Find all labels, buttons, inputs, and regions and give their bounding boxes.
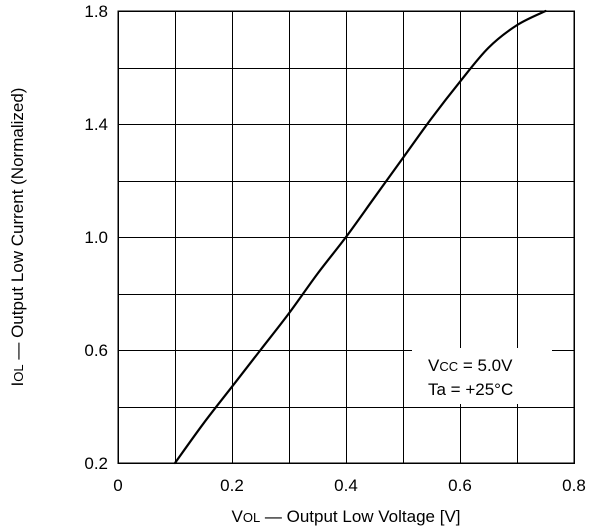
series-line-0 <box>173 9 547 465</box>
y-tick-label: 0.2 <box>84 454 108 473</box>
y-axis-title: IOL — Output Low Current (Normalized) <box>8 88 27 387</box>
x-tick-label: 0.4 <box>334 476 358 495</box>
annotation-ta: Ta = +25°C <box>428 380 513 399</box>
x-tick-label: 0.8 <box>562 476 586 495</box>
x-tick-label: 0 <box>113 476 122 495</box>
y-axis-ticks: 0.2 0.6 1.0 1.4 1.8 <box>84 2 108 473</box>
y-tick-label: 0.6 <box>84 341 108 360</box>
x-tick-label: 0.2 <box>220 476 244 495</box>
plot-frame <box>117 10 575 464</box>
y-tick-label: 1.8 <box>84 2 108 21</box>
annotation-background <box>412 348 552 404</box>
x-axis-ticks: 0 0.2 0.4 0.6 0.8 <box>113 476 586 495</box>
y-tick-label: 1.0 <box>84 228 108 247</box>
x-axis-title: VOL — Output Low Voltage [V] <box>231 507 460 526</box>
grid <box>118 11 574 463</box>
x-tick-label: 0.6 <box>448 476 472 495</box>
annotation-box: VCC = 5.0V Ta = +25°C <box>412 348 552 404</box>
curve-layer <box>173 9 547 465</box>
annotation-vcc: VCC = 5.0V <box>428 356 513 375</box>
y-tick-label: 1.4 <box>84 115 108 134</box>
